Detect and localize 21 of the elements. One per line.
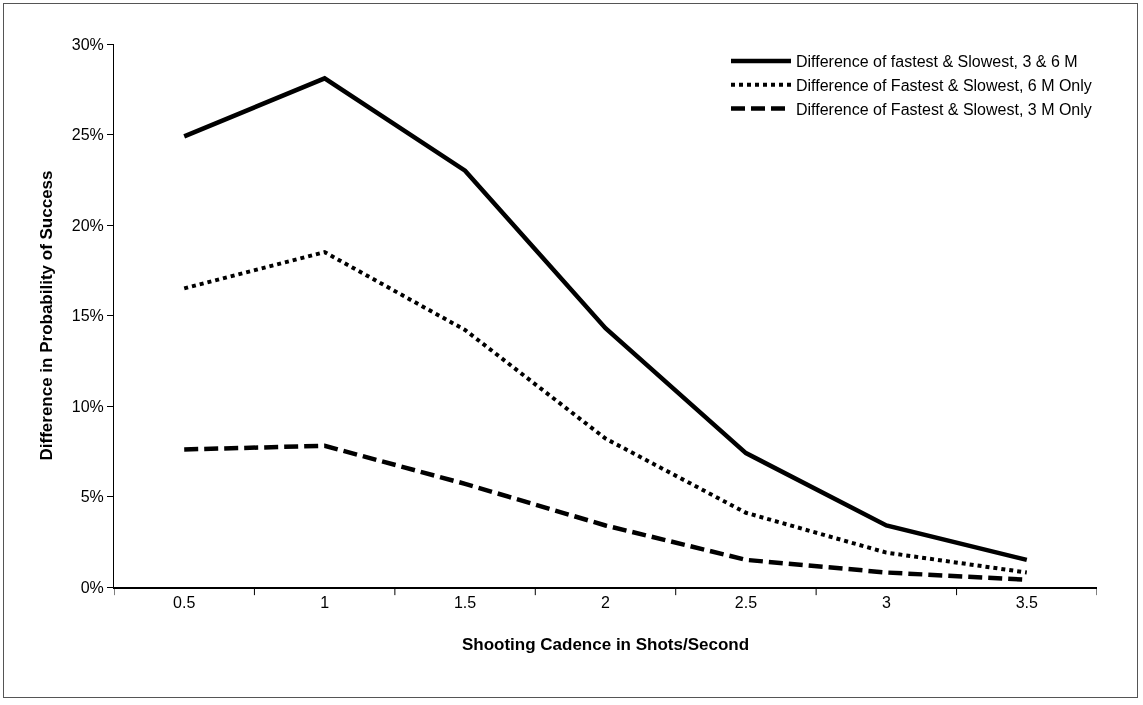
y-tick-label: 5% xyxy=(80,488,104,506)
y-tick-label: 25% xyxy=(71,126,104,144)
x-tick-label: 1 xyxy=(320,593,330,611)
y-tick-label: 20% xyxy=(71,216,104,234)
y-tick-label: 15% xyxy=(71,307,104,325)
x-axis-title: Shooting Cadence in Shots/Second xyxy=(461,634,750,654)
legend-label: Difference of fastest & Slowest, 3 & 6 M xyxy=(796,53,1078,71)
legend-label: Difference of Fastest & Slowest, 6 M Only xyxy=(796,76,1092,94)
x-tick-label: 1.5 xyxy=(453,593,477,611)
y-tick-label: 10% xyxy=(71,397,104,415)
x-tick-label: 2 xyxy=(601,593,611,611)
legend-label: Difference of Fastest & Slowest, 3 M Only xyxy=(796,100,1092,118)
y-tick-label: 0% xyxy=(80,578,104,596)
x-tick-label: 0.5 xyxy=(173,593,196,611)
x-tick-label: 3.5 xyxy=(1015,593,1039,611)
line-series xyxy=(182,250,1029,575)
y-axis-title: Difference in Probability of Success xyxy=(37,170,57,461)
x-tick-label: 2.5 xyxy=(734,593,758,611)
x-tick-label: 3 xyxy=(881,593,891,611)
line-series xyxy=(181,76,1030,563)
y-tick-label: 30% xyxy=(71,35,104,53)
